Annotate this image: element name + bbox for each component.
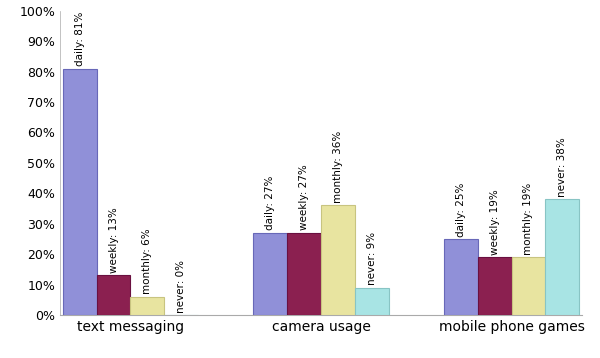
Bar [443,239,478,315]
Bar [287,233,321,315]
Bar [545,199,580,315]
Bar [62,69,97,315]
Bar [130,297,164,315]
Bar [355,288,389,315]
Text: never: 38%: never: 38% [557,137,568,197]
Text: weekly: 13%: weekly: 13% [109,207,119,273]
Bar [512,257,545,315]
Bar [253,233,287,315]
Text: never: 9%: never: 9% [367,232,377,285]
Text: monthly: 19%: monthly: 19% [523,183,533,255]
Text: monthly: 36%: monthly: 36% [333,131,343,203]
Text: weekly: 27%: weekly: 27% [299,165,309,231]
Text: never: 0%: never: 0% [176,260,187,313]
Text: monthly: 6%: monthly: 6% [142,229,152,294]
Text: weekly: 19%: weekly: 19% [490,189,500,255]
Bar [321,205,355,315]
Bar [97,276,130,315]
Text: daily: 25%: daily: 25% [455,182,466,237]
Text: daily: 81%: daily: 81% [74,12,85,66]
Bar [478,257,512,315]
Text: daily: 27%: daily: 27% [265,176,275,231]
